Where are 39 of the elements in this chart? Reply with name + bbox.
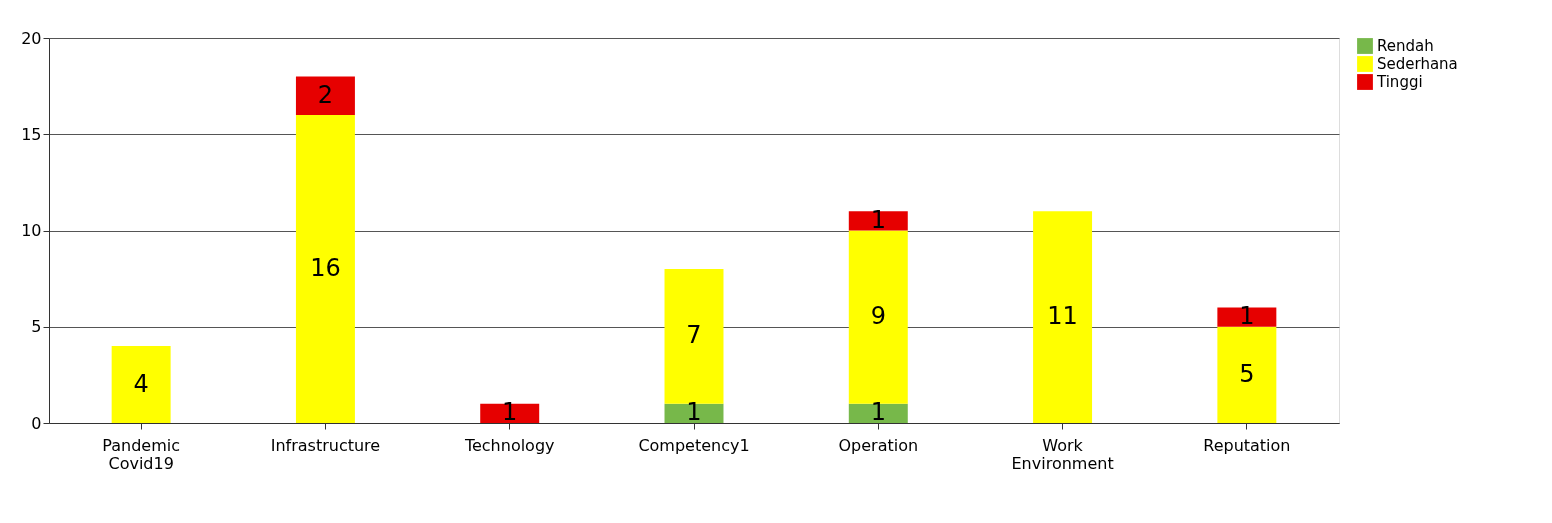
x-tick-label: Technology [463, 435, 555, 455]
data-label: 1 [686, 398, 702, 427]
bar [664, 403, 724, 423]
y-tick-label: 15 [21, 124, 42, 144]
y-tick-label: 0 [31, 413, 42, 433]
bar [848, 211, 908, 231]
bar [1033, 211, 1093, 423]
x-tick-label: Infrastructure [270, 435, 381, 455]
bar [1217, 307, 1277, 327]
data-label: 16 [310, 254, 341, 282]
bar [480, 403, 540, 423]
x-tick-label: Operation [838, 435, 919, 455]
x-tick-label: Reputation [1203, 435, 1291, 455]
y-tick-label: 5 [31, 317, 42, 337]
data-label: 11 [1047, 302, 1078, 331]
bar [1217, 326, 1277, 423]
data-label: 1 [870, 398, 886, 427]
x-tick-label: Pandemic Covid19 [102, 435, 180, 473]
bar [295, 76, 355, 115]
y-tick-label: 20 [21, 28, 42, 48]
bar [848, 230, 908, 404]
legend-label: Tinggi [1376, 73, 1423, 91]
data-label: 2 [317, 80, 334, 109]
x-tick-label: Work Environment [1011, 435, 1114, 473]
x-tick-label: Competency1 [638, 435, 750, 455]
legend-label: Rendah [1377, 37, 1434, 55]
bar [111, 346, 171, 423]
legend-label: Sederhana [1377, 55, 1458, 73]
data-label: 5 [1239, 359, 1255, 388]
data-label: 7 [686, 321, 702, 350]
bar [848, 403, 908, 423]
data-label: 1 [870, 205, 886, 234]
data-label: 1 [1239, 302, 1255, 331]
data-label: 1 [502, 398, 518, 427]
data-label: 4 [133, 369, 149, 398]
bar [295, 115, 355, 423]
bar [664, 269, 724, 404]
y-tick-label: 10 [21, 221, 42, 240]
data-label: 9 [870, 302, 886, 331]
